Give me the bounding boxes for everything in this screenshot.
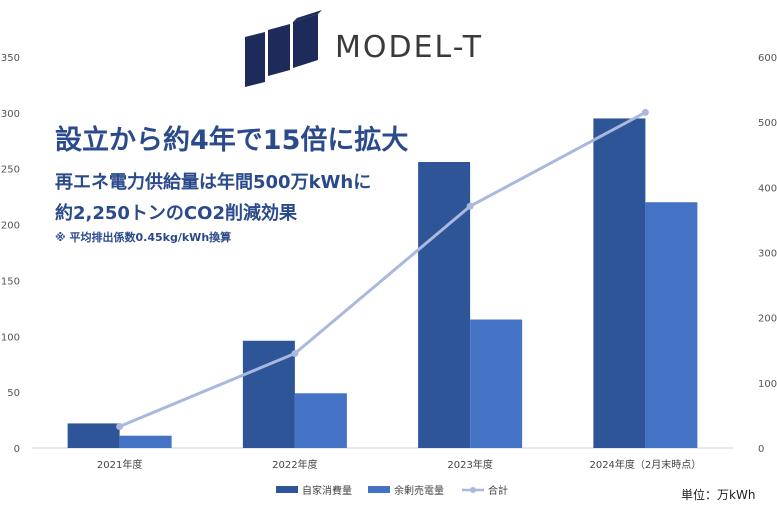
bar-surplus-sale [294, 393, 347, 448]
total-point [291, 350, 299, 358]
logo-text: MODEL-T [335, 30, 484, 65]
x-tick-label: 2022年度 [272, 458, 317, 471]
unit-label: 単位：万kWh [681, 488, 756, 502]
y-left-tick-label: 350 [1, 53, 20, 64]
total-line [119, 111, 647, 428]
y-right-tick-label: 500 [758, 118, 777, 129]
y-right-tick-label: 400 [758, 183, 777, 194]
bar-surplus-sale [470, 319, 523, 448]
legend-swatch [368, 486, 390, 493]
bar-self-consumption [67, 423, 120, 448]
headline: 設立から約4年で15倍に拡大 [55, 125, 409, 156]
total-point [466, 202, 474, 210]
y-right-tick-label: 100 [758, 379, 777, 390]
legend-swatch-point [470, 487, 476, 493]
bar-self-consumption [418, 162, 471, 449]
y-left-tick-label: 150 [1, 276, 20, 287]
y-left-tick-label: 300 [1, 109, 20, 120]
legend-label: 自家消費量 [302, 484, 352, 497]
legend-swatch [276, 486, 298, 493]
y-right-tick-label: 600 [758, 53, 777, 64]
bar-surplus-sale [645, 202, 698, 448]
subheadline-co2: 約2,250トンのCO2削減効果 [55, 203, 297, 224]
logo-mark-icon [245, 10, 322, 87]
legend-label: 合計 [488, 484, 508, 497]
y-left-tick-label: 200 [1, 221, 20, 232]
total-point [116, 422, 124, 430]
total-point [641, 108, 649, 116]
legend-label: 余剰売電量 [394, 484, 444, 497]
y-right-tick-label: 0 [758, 444, 764, 455]
x-tick-label: 2021年度 [97, 458, 142, 471]
x-tick-label: 2024年度（2月末時点） [589, 458, 701, 471]
y-right-tick-label: 300 [758, 249, 777, 260]
y-left-tick-label: 0 [14, 444, 20, 455]
emission-factor-note: ※ 平均排出係数0.45kg/kWh換算 [55, 231, 232, 244]
bar-self-consumption [593, 118, 646, 448]
y-left-tick-label: 50 [7, 388, 20, 399]
y-left-tick-label: 100 [1, 332, 20, 343]
subheadline-supply: 再エネ電力供給量は年間500万kWhに [55, 172, 372, 193]
y-right-tick-label: 200 [758, 314, 777, 325]
bar-surplus-sale [119, 435, 172, 448]
x-tick-label: 2023年度 [447, 458, 492, 471]
y-left-tick-label: 250 [1, 165, 20, 176]
